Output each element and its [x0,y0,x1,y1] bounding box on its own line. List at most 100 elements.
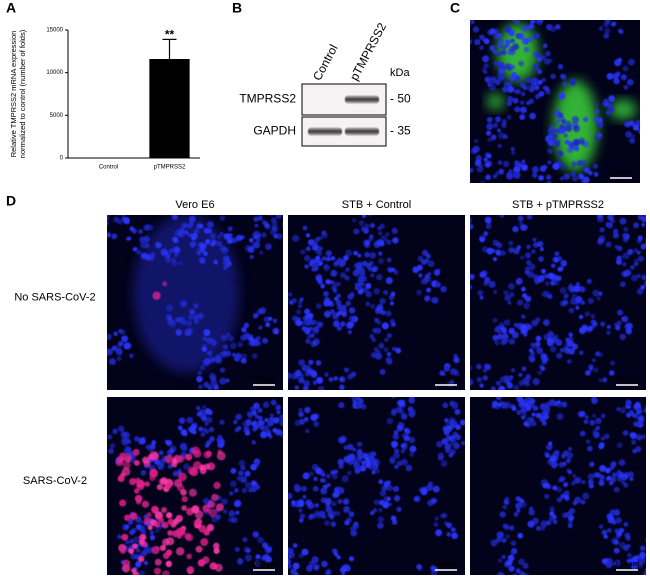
nucleus [616,442,623,449]
nucleus [290,502,296,508]
nucleus [121,216,126,221]
nucleus [493,61,499,66]
nucleus [306,564,313,572]
nucleus [614,528,619,533]
nucleus [598,352,603,358]
nucleus [579,410,586,418]
nucleus [567,523,573,529]
nucleus [198,257,206,264]
nucleus [518,221,524,227]
nucleus [533,241,539,248]
nucleus [449,368,457,376]
nucleus [582,492,590,500]
nucleus [249,254,254,260]
nucleus [117,534,122,540]
nucleus [605,102,610,107]
nucleus [370,273,375,278]
nucleus [351,218,357,223]
nucleus [573,285,581,293]
infected-cell [129,512,138,520]
infected-cell [213,547,220,554]
nucleus [609,360,616,366]
nucleus [333,469,339,475]
nucleus [535,525,542,531]
nucleus [200,415,207,421]
nucleus [282,538,286,542]
infected-cell [147,525,153,531]
nucleus [314,325,320,331]
nucleus [333,281,339,287]
nucleus [107,232,112,238]
nucleus [234,414,241,421]
nucleus [611,10,618,17]
nucleus [299,518,304,523]
nucleus [490,134,497,141]
nucleus [294,485,302,493]
nucleus [603,433,610,440]
nucleus [132,246,138,252]
row-header: No SARS-CoV-2 [14,291,95,303]
nucleus [271,221,278,228]
nucleus [510,368,516,373]
nucleus [154,458,161,465]
nucleus [600,413,606,419]
nucleus [241,487,248,494]
infected-cell [189,467,199,477]
nucleus [497,61,504,68]
nucleus [505,63,512,70]
nucleus [465,440,469,444]
nucleus [276,233,283,240]
nucleus [512,390,518,396]
nucleus [305,313,311,319]
nucleus [524,252,532,259]
nucleus [341,389,345,390]
nucleus [368,236,374,242]
nucleus [355,457,362,464]
nucleus [390,440,399,448]
nucleus [594,109,599,114]
nucleus [549,506,555,512]
nucleus [574,476,582,484]
nucleus [643,280,646,287]
nucleus [598,378,603,383]
nucleus [299,513,306,520]
infected-cell [193,461,202,470]
infected-cell [138,556,145,563]
nucleus [621,316,626,321]
nucleus [607,527,612,533]
nucleus [454,409,461,415]
nucleus [498,68,505,74]
nucleus [498,50,504,56]
nucleus [499,215,505,218]
nucleus [378,500,385,506]
nucleus [630,134,635,139]
nucleus [523,46,530,53]
infected-cell [195,545,203,553]
nucleus [448,452,454,458]
nucleus [335,293,341,299]
nucleus [298,376,305,384]
infected-cell [216,451,226,461]
nucleus [357,253,362,258]
nucleus [539,246,545,252]
nucleus [598,26,604,31]
nucleus [572,473,577,478]
nucleus [178,261,183,266]
nucleus [495,397,502,401]
nucleus [422,249,429,257]
nucleus [536,56,542,62]
nucleus [492,317,498,323]
nucleus [417,255,424,262]
nucleus [512,97,519,104]
nucleus [172,236,179,243]
nucleus [470,217,471,220]
nucleus [549,273,556,280]
nucleus [563,481,569,488]
nucleus [506,559,513,566]
nucleus [600,321,606,327]
nucleus [412,397,414,398]
nucleus [485,130,492,136]
nucleus [325,502,331,508]
nucleus [315,360,322,366]
nucleus [587,325,594,332]
